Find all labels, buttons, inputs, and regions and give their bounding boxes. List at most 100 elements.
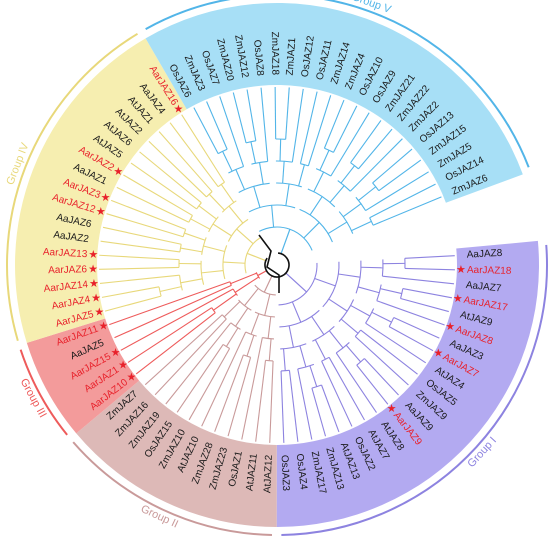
star-icon: ★	[453, 292, 463, 305]
internal-stem	[271, 205, 275, 228]
internal-stem	[180, 278, 203, 284]
internal-stem	[291, 301, 302, 323]
leaf-branch	[139, 151, 202, 204]
internal-stem	[380, 288, 402, 295]
internal-stem	[228, 205, 244, 224]
internal-stem	[208, 193, 225, 211]
internal-node-arc	[321, 356, 330, 362]
leaf-branch	[285, 87, 290, 140]
internal-stem	[319, 149, 330, 171]
internal-stem	[340, 318, 359, 334]
internal-stem	[235, 169, 246, 190]
leaf-branch	[376, 300, 445, 326]
internal-stem	[230, 272, 257, 285]
internal-node-arc	[230, 322, 241, 330]
internal-stem	[338, 273, 361, 278]
internal-stem	[184, 232, 206, 241]
root-arc	[264, 252, 290, 278]
internal-stem	[235, 307, 249, 327]
internal-node-arc	[200, 260, 205, 285]
internal-stem	[223, 261, 246, 264]
internal-node-arc	[245, 140, 256, 144]
leaf-label: ZmJAZ1	[285, 37, 299, 76]
leaf-branch	[130, 162, 197, 210]
leaf-label: AaJAZ7	[465, 280, 502, 295]
root-branch	[258, 234, 280, 293]
internal-stem	[213, 293, 237, 311]
leaf-label: AarJAZ14	[43, 279, 89, 295]
leaf-label: OsJAZ4	[294, 453, 309, 491]
leaf-branch	[307, 95, 332, 167]
internal-node-arc	[322, 261, 340, 308]
leaf-branch	[99, 254, 180, 261]
leaf-branch	[110, 199, 186, 230]
leaf-label: AtJAZ11	[244, 453, 259, 492]
leaf-branch	[288, 370, 299, 442]
leaf-branch	[333, 105, 358, 153]
leaf-branch	[321, 384, 340, 433]
internal-node-arc	[201, 237, 207, 255]
internal-stem	[309, 196, 323, 216]
leaf-label: ZmJAZ18	[269, 32, 280, 76]
internal-stem	[298, 164, 305, 187]
leaf-branch	[360, 329, 418, 375]
leaf-branch	[358, 128, 393, 170]
star-icon: ★	[88, 248, 98, 261]
star-icon: ★	[387, 402, 397, 415]
internal-node-arc	[211, 307, 216, 314]
leaf-branch	[127, 307, 213, 363]
leaf-branch	[388, 326, 434, 352]
leaf-branch	[144, 314, 223, 386]
internal-stem	[159, 286, 182, 293]
leaf-branch	[354, 336, 409, 386]
leaf-branch	[365, 171, 429, 212]
internal-stem	[350, 304, 371, 317]
leaf-branch	[227, 357, 252, 437]
internal-stem	[282, 161, 285, 184]
internal-node-arc	[276, 182, 302, 188]
star-icon: ★	[433, 347, 443, 360]
group2-background	[76, 380, 277, 527]
group5-background	[145, 2, 523, 203]
leaf-branch	[219, 96, 245, 167]
leaf-branch	[328, 357, 365, 421]
leaf-branch	[280, 370, 285, 443]
star-icon: ★	[94, 306, 104, 319]
leaf-branch	[214, 354, 244, 432]
leaf-branch	[321, 360, 353, 427]
leaf-branch	[120, 288, 234, 351]
group2-stem	[263, 275, 273, 293]
leaf-branch	[116, 186, 190, 223]
leaf-label: OsJAZ3	[279, 455, 291, 492]
leaf-label: AaJAZ2	[53, 230, 90, 246]
leaf-branch	[274, 87, 277, 140]
star-icon: ★	[91, 291, 101, 304]
internal-stem	[288, 325, 294, 348]
internal-stem	[311, 316, 325, 335]
internal-stem	[180, 247, 203, 253]
internal-stem	[285, 183, 290, 206]
internal-stem	[351, 220, 372, 232]
star-icon: ★	[111, 346, 121, 359]
internal-stem	[236, 228, 254, 245]
leaf-branch	[402, 288, 453, 299]
group4-stem	[246, 252, 267, 262]
internal-stem	[264, 294, 271, 316]
internal-stem	[246, 335, 255, 357]
internal-node-arc	[222, 344, 230, 349]
internal-node-arc	[281, 369, 290, 372]
star-icon: ★	[127, 371, 137, 384]
internal-stem	[358, 186, 377, 201]
leaf-branch	[372, 148, 413, 184]
internal-node-arc	[280, 343, 307, 350]
internal-stem	[250, 313, 260, 335]
internal-node-arc	[350, 162, 359, 170]
internal-stem	[190, 218, 211, 230]
internal-stem	[360, 266, 383, 269]
star-icon: ★	[99, 320, 109, 333]
internal-stem	[244, 288, 259, 306]
internal-stem	[340, 165, 355, 184]
leaf-branch	[241, 337, 263, 440]
internal-stem	[282, 348, 286, 371]
